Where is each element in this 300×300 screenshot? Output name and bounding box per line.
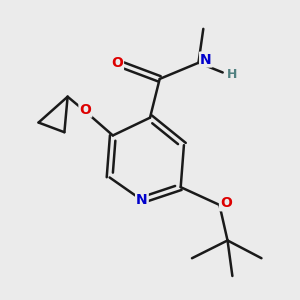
Text: O: O bbox=[111, 56, 123, 70]
Text: N: N bbox=[136, 193, 148, 207]
Text: O: O bbox=[80, 103, 91, 117]
Text: H: H bbox=[226, 68, 237, 81]
Text: O: O bbox=[220, 196, 232, 210]
Text: N: N bbox=[200, 52, 212, 67]
